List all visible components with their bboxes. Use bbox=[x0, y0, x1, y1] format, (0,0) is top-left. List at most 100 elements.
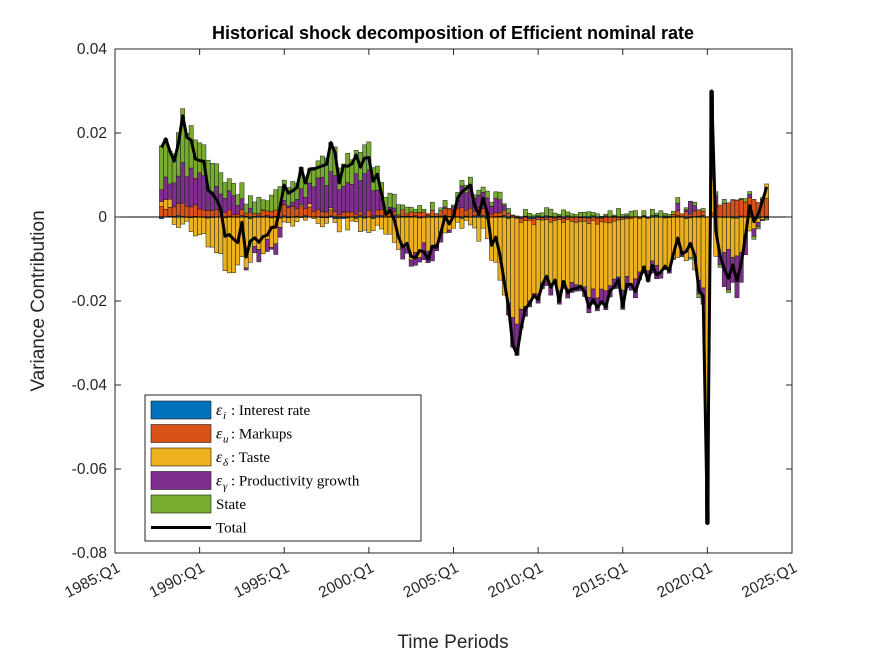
bar-segment-markups bbox=[171, 206, 177, 217]
bar-segment-state bbox=[552, 212, 558, 218]
bar-segment-taste bbox=[290, 217, 296, 227]
bar-segment-state bbox=[489, 201, 494, 207]
bar-segment-taste bbox=[159, 201, 164, 207]
bar-segment-state bbox=[624, 213, 630, 217]
bar-segment-state bbox=[611, 214, 617, 217]
bar-segment-taste bbox=[628, 218, 634, 285]
bar-segment-productivity bbox=[176, 175, 181, 204]
bar-segment-taste bbox=[730, 217, 736, 258]
bar-segment-markups bbox=[222, 212, 228, 218]
bar-segment-state bbox=[497, 191, 503, 200]
bar-segment-markups bbox=[197, 208, 202, 218]
bar-segment-state bbox=[679, 255, 685, 257]
bar-segment-markups bbox=[248, 211, 253, 218]
bar-segment-taste bbox=[379, 216, 384, 230]
bar-segment-taste bbox=[413, 216, 418, 253]
bar-segment-productivity bbox=[751, 228, 757, 237]
bar-segment-state bbox=[590, 212, 596, 216]
y-tick-label: 0.04 bbox=[77, 41, 108, 58]
bar-segment-markups bbox=[214, 209, 219, 218]
bar-segment-markups bbox=[726, 202, 731, 218]
bar-segment-markups bbox=[539, 217, 545, 221]
bar-segment-productivity bbox=[252, 246, 258, 254]
bar-segment-productivity bbox=[163, 176, 169, 200]
bar-segment-state bbox=[603, 213, 609, 217]
bar-segment-taste bbox=[362, 217, 368, 231]
bar-segment-markups bbox=[607, 216, 613, 224]
bar-segment-markups bbox=[324, 211, 329, 218]
bar-segment-taste bbox=[590, 220, 596, 290]
bar-segment-taste bbox=[599, 221, 604, 290]
bar-segment-productivity bbox=[269, 247, 274, 250]
bar-segment-markups bbox=[235, 213, 241, 217]
bar-segment-state bbox=[387, 192, 393, 208]
bar-segment-taste bbox=[573, 222, 579, 285]
bar-segment-productivity bbox=[366, 169, 372, 211]
bar-segment-taste bbox=[281, 216, 287, 223]
x-axis-label: Time Periods bbox=[397, 632, 508, 653]
bar-segment-taste bbox=[429, 216, 435, 248]
bar-segment-markups bbox=[298, 205, 304, 218]
bar-segment-state bbox=[480, 186, 486, 193]
bar-segment-productivity bbox=[683, 209, 689, 212]
legend-symbol: ε bbox=[216, 402, 223, 419]
bar-segment-productivity bbox=[248, 207, 253, 213]
bar-segment-productivity bbox=[281, 200, 287, 206]
bar-segment-markups bbox=[307, 206, 312, 218]
bar-segment-state bbox=[666, 214, 672, 217]
bar-segment-taste bbox=[527, 220, 533, 302]
bar-segment-state bbox=[586, 211, 592, 218]
bar-segment-taste bbox=[167, 198, 173, 208]
bar-segment-markups bbox=[188, 206, 194, 218]
bar-segment-state bbox=[264, 200, 270, 212]
bar-segment-state bbox=[231, 183, 236, 196]
bar-segment-taste bbox=[607, 222, 613, 286]
bar-segment-productivity bbox=[328, 171, 334, 208]
bar-segment-state bbox=[214, 163, 219, 187]
bar-segment-taste bbox=[518, 222, 524, 310]
bar-segment-taste bbox=[523, 220, 528, 307]
bar-segment-markups bbox=[328, 209, 334, 217]
legend-symbol: ε bbox=[216, 449, 223, 466]
bar-segment-markups bbox=[531, 218, 537, 225]
bar-segment-taste bbox=[286, 217, 291, 223]
bar-segment-taste bbox=[595, 223, 600, 299]
bar-segment-productivity bbox=[760, 219, 765, 222]
bar-segment-state bbox=[539, 212, 545, 218]
bar-segment-taste bbox=[421, 217, 427, 243]
bar-segment-taste bbox=[624, 218, 630, 277]
bar-segment-productivity bbox=[188, 167, 194, 208]
bar-segment-state bbox=[764, 217, 769, 221]
bar-segment-state bbox=[544, 207, 549, 217]
bar-segment-state bbox=[628, 210, 634, 218]
bar-segment-markups bbox=[518, 218, 524, 223]
bar-segment-productivity bbox=[193, 177, 198, 206]
bar-segment-taste bbox=[510, 217, 516, 318]
bar-segment-productivity bbox=[489, 205, 494, 215]
bar-segment-markups bbox=[548, 216, 554, 223]
bar-segment-productivity bbox=[358, 180, 363, 212]
bar-segment-state bbox=[510, 214, 516, 216]
bar-segment-markups bbox=[269, 211, 274, 218]
bar-segment-productivity bbox=[298, 188, 304, 206]
bar-segment-productivity bbox=[324, 185, 329, 213]
bar-segment-markups bbox=[264, 210, 270, 216]
bar-segment-taste bbox=[358, 216, 363, 232]
bar-segment-taste bbox=[387, 216, 393, 235]
bar-segment-markups bbox=[675, 210, 681, 216]
bar-segment-productivity bbox=[391, 207, 397, 212]
bar-segment-productivity bbox=[362, 173, 368, 216]
bar-segment-taste bbox=[561, 222, 566, 282]
bar-segment-productivity bbox=[319, 177, 325, 212]
bar-segment-markups bbox=[201, 209, 207, 218]
bar-segment-productivity bbox=[417, 257, 423, 263]
legend-label-total: Total bbox=[216, 521, 247, 537]
legend-label-interest: : Interest rate bbox=[231, 403, 310, 419]
bar-segment-taste bbox=[658, 216, 664, 274]
bar-segment-state bbox=[400, 204, 406, 210]
x-tick-label: 2000:Q1 bbox=[316, 559, 377, 601]
bar-segment-state bbox=[391, 193, 397, 209]
bar-segment-state bbox=[688, 257, 693, 260]
bar-segment-taste bbox=[633, 217, 638, 280]
bar-segment-markups bbox=[586, 217, 592, 225]
